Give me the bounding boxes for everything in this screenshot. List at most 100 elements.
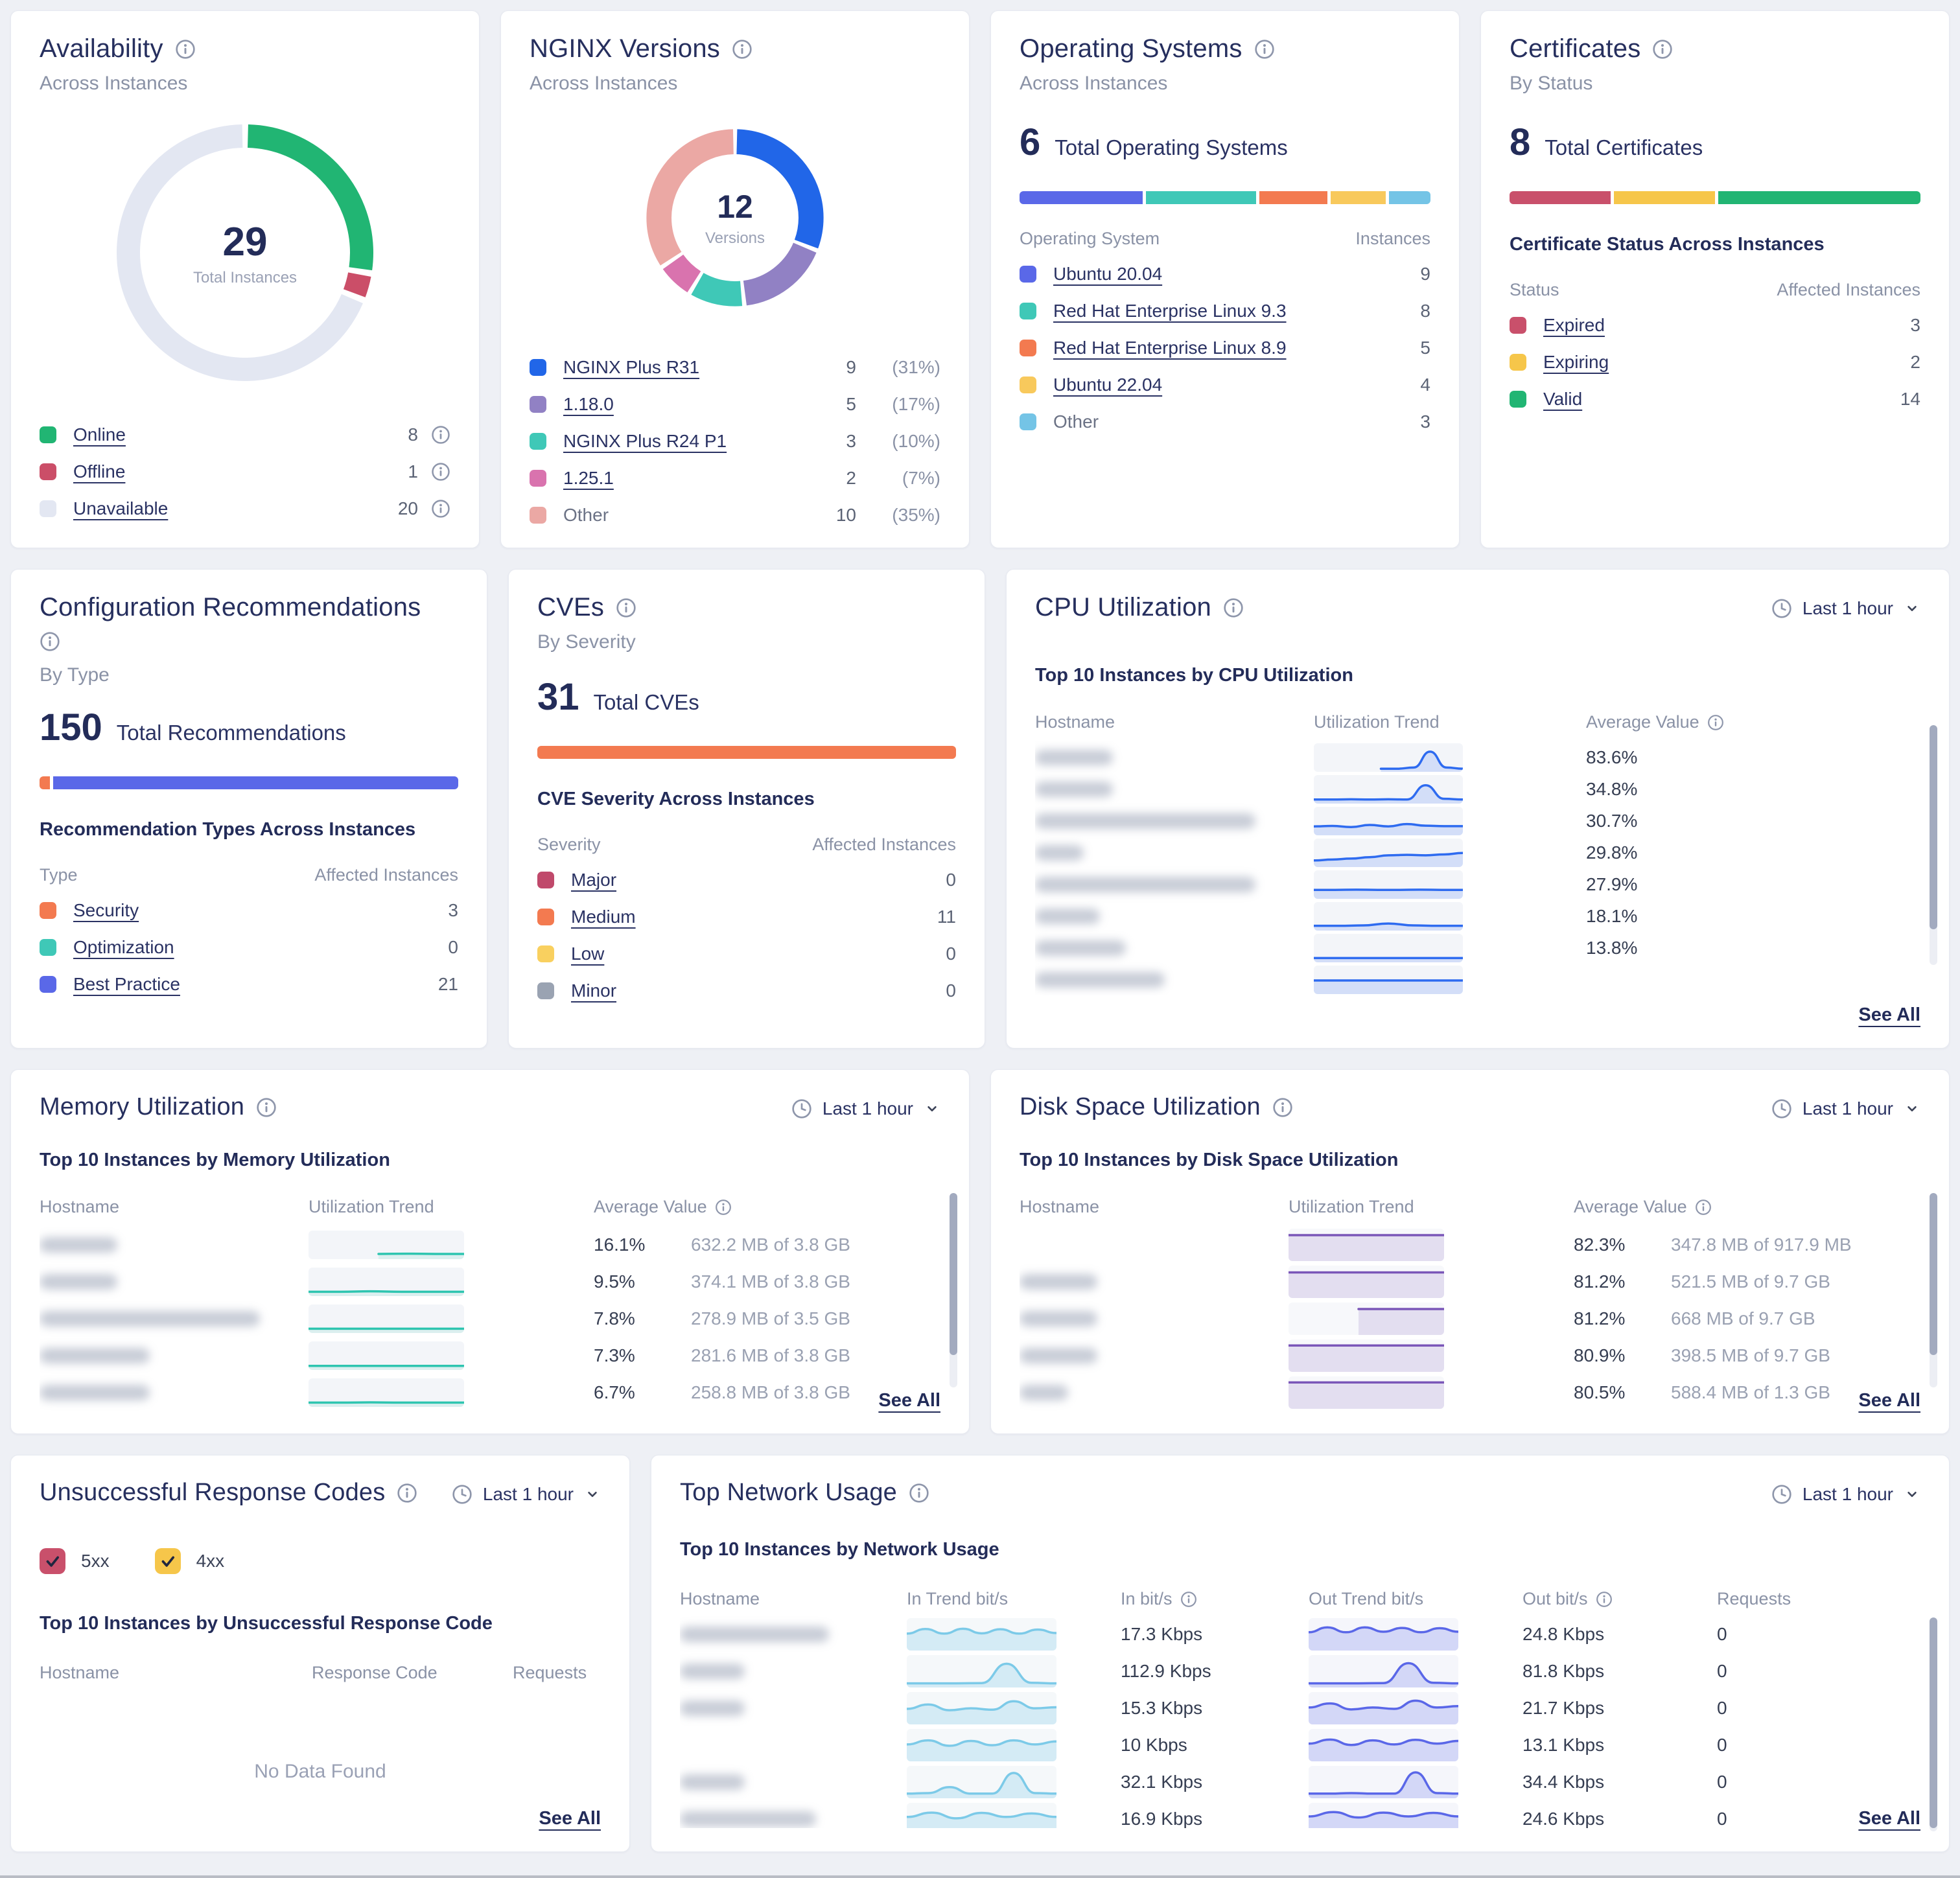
cves-item-low[interactable]: Low bbox=[571, 943, 605, 964]
nginx-item-1-25-1[interactable]: 1.25.1 bbox=[563, 467, 614, 488]
hostname-cell bbox=[40, 1236, 309, 1253]
info-icon[interactable] bbox=[175, 39, 196, 60]
hostname-link[interactable] bbox=[680, 1663, 745, 1679]
os-item-red-hat-enterprise-linux-9-3[interactable]: Red Hat Enterprise Linux 9.3 bbox=[1053, 300, 1287, 321]
info-icon[interactable] bbox=[397, 1483, 417, 1503]
hostname-link[interactable] bbox=[1035, 908, 1100, 924]
value-detail: 258.8 MB of 3.8 GB bbox=[691, 1382, 850, 1402]
value-detail: 668 MB of 9.7 GB bbox=[1671, 1308, 1815, 1328]
donut-segment-unavailable[interactable] bbox=[117, 124, 373, 381]
hostname-link[interactable] bbox=[40, 1236, 117, 1253]
donut-segment-nginx-plus-r31[interactable] bbox=[646, 129, 824, 307]
info-icon[interactable] bbox=[1596, 1591, 1613, 1608]
5xx-checkbox[interactable] bbox=[40, 1548, 65, 1574]
hostname-link[interactable] bbox=[680, 1626, 829, 1642]
hostname-link[interactable] bbox=[40, 1273, 117, 1290]
availability-donut[interactable]: 29 Total Instances bbox=[115, 123, 375, 382]
os-legend-row: Other 3 bbox=[1020, 403, 1430, 440]
memory-scrollbar[interactable] bbox=[950, 1193, 957, 1387]
hostname-link[interactable] bbox=[680, 1811, 816, 1827]
config-item-best-practice[interactable]: Best Practice bbox=[73, 973, 180, 994]
disk-scrollbar[interactable] bbox=[1930, 1193, 1937, 1387]
responses-time-range-dropdown[interactable]: Last 1 hour bbox=[452, 1484, 601, 1505]
bar-segment bbox=[1389, 191, 1430, 204]
availability-item-unavailable[interactable]: Unavailable bbox=[73, 498, 169, 518]
hostname-link[interactable] bbox=[1020, 1273, 1097, 1290]
4xx-checkbox[interactable] bbox=[154, 1548, 181, 1574]
info-icon[interactable] bbox=[431, 499, 450, 518]
hostname-link[interactable] bbox=[1020, 1384, 1068, 1400]
info-icon[interactable] bbox=[1180, 1591, 1197, 1608]
info-icon[interactable] bbox=[431, 425, 450, 445]
hostname-link[interactable] bbox=[1035, 844, 1084, 861]
nginx-item-nginx-plus-r31[interactable]: NGINX Plus R31 bbox=[563, 356, 700, 377]
hostname-link[interactable] bbox=[1035, 940, 1126, 956]
os-item-red-hat-enterprise-linux-8-9[interactable]: Red Hat Enterprise Linux 8.9 bbox=[1053, 337, 1287, 358]
network-see-all-link[interactable]: See All bbox=[1858, 1808, 1920, 1829]
info-icon[interactable] bbox=[431, 462, 450, 481]
cves-item-major[interactable]: Major bbox=[571, 869, 617, 890]
availability-item-online[interactable]: Online bbox=[73, 424, 126, 445]
hostname-link[interactable] bbox=[1020, 1310, 1097, 1327]
average-value: 83.6% bbox=[1586, 747, 1638, 767]
network-scrollbar[interactable] bbox=[1930, 1617, 1937, 1831]
certs-legend-row: Expired 3 bbox=[1510, 307, 1920, 343]
donut-segment-other[interactable] bbox=[646, 129, 824, 307]
config-table: Security 3 Optimization 0 Best Practice 21 bbox=[40, 892, 458, 1003]
hostname-link[interactable] bbox=[40, 1310, 260, 1327]
info-icon[interactable] bbox=[256, 1097, 277, 1118]
cpu-title: CPU Utilization bbox=[1035, 593, 1211, 621]
cpu-col-trend: Utilization Trend bbox=[1314, 712, 1440, 732]
info-icon[interactable] bbox=[1707, 714, 1724, 731]
memory-col-average: Average Value bbox=[594, 1197, 707, 1216]
hostname-link[interactable] bbox=[1020, 1347, 1097, 1363]
disk-time-range-dropdown[interactable]: Last 1 hour bbox=[1771, 1098, 1920, 1119]
hostname-link[interactable] bbox=[1035, 781, 1113, 797]
donut-segment-online[interactable] bbox=[117, 124, 373, 381]
info-icon[interactable] bbox=[1254, 39, 1275, 60]
info-icon[interactable] bbox=[616, 597, 636, 618]
hostname-link[interactable] bbox=[680, 1700, 745, 1716]
network-time-range-dropdown[interactable]: Last 1 hour bbox=[1771, 1484, 1920, 1505]
memory-time-range-dropdown[interactable]: Last 1 hour bbox=[791, 1098, 940, 1119]
info-icon[interactable] bbox=[1695, 1199, 1712, 1216]
certs-item-expired[interactable]: Expired bbox=[1543, 314, 1605, 335]
nginx-item-nginx-plus-r24-p1[interactable]: NGINX Plus R24 P1 bbox=[563, 430, 727, 451]
info-icon[interactable] bbox=[715, 1199, 732, 1216]
nginx-versions-donut[interactable]: 12 Versions bbox=[646, 128, 824, 307]
hostname-link[interactable] bbox=[680, 1774, 745, 1790]
hostname-link[interactable] bbox=[1035, 876, 1255, 892]
memory-see-all-link[interactable]: See All bbox=[878, 1390, 940, 1411]
info-icon[interactable] bbox=[1652, 39, 1673, 60]
config-item-optimization[interactable]: Optimization bbox=[73, 936, 174, 957]
disk-see-all-link[interactable]: See All bbox=[1858, 1390, 1920, 1411]
cpu-see-all-link[interactable]: See All bbox=[1858, 1004, 1920, 1025]
responses-see-all-link[interactable]: See All bbox=[539, 1808, 601, 1829]
hostname-link[interactable] bbox=[40, 1384, 150, 1400]
memory-table-row: 6.7% 258.8 MB of 3.8 GB bbox=[40, 1374, 940, 1411]
info-icon[interactable] bbox=[732, 39, 752, 60]
info-icon[interactable] bbox=[1223, 597, 1244, 618]
cpu-scrollbar[interactable] bbox=[1930, 725, 1937, 965]
responses-title: Unsuccessful Response Codes bbox=[40, 1479, 386, 1506]
certs-item-expiring[interactable]: Expiring bbox=[1543, 351, 1609, 372]
certs-item-valid[interactable]: Valid bbox=[1543, 388, 1583, 409]
os-item-ubuntu-22-04[interactable]: Ubuntu 22.04 bbox=[1053, 374, 1163, 395]
legend-color-chip bbox=[530, 432, 546, 450]
hostname-link[interactable] bbox=[1035, 813, 1255, 829]
config-item-security[interactable]: Security bbox=[73, 899, 139, 920]
availability-item-offline[interactable]: Offline bbox=[73, 461, 126, 481]
hostname-link[interactable] bbox=[1035, 749, 1113, 765]
info-icon[interactable] bbox=[40, 631, 60, 652]
os-item-ubuntu-20-04[interactable]: Ubuntu 20.04 bbox=[1053, 263, 1163, 284]
cves-item-minor[interactable]: Minor bbox=[571, 980, 617, 1001]
cves-item-medium[interactable]: Medium bbox=[571, 906, 636, 927]
hostname-link[interactable] bbox=[1035, 971, 1165, 988]
cpu-time-range-dropdown[interactable]: Last 1 hour bbox=[1771, 598, 1920, 619]
donut-segment-nginx-plus-r24-p1[interactable] bbox=[646, 129, 824, 307]
info-icon[interactable] bbox=[1272, 1097, 1293, 1118]
info-icon[interactable] bbox=[909, 1483, 929, 1503]
nginx-item-1-18-0[interactable]: 1.18.0 bbox=[563, 393, 614, 414]
hostname-link[interactable] bbox=[40, 1347, 150, 1363]
value-detail: 588.4 MB of 1.3 GB bbox=[1671, 1382, 1830, 1402]
